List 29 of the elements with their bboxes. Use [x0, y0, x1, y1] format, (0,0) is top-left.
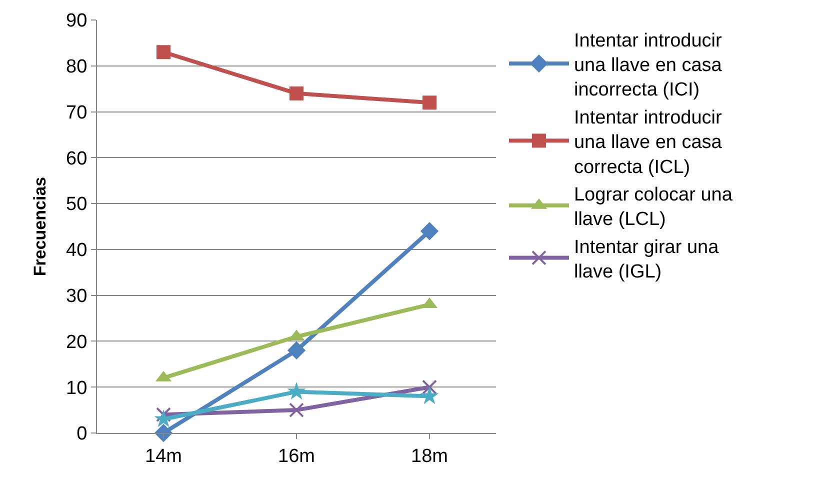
y-tick-label: 60	[66, 148, 88, 170]
legend-label: Intentar introducir una llave en casa correcta (ICL)	[574, 107, 723, 178]
point	[290, 86, 304, 100]
x-tick-label: 16m	[278, 446, 315, 467]
x-tick-label: 14m	[145, 446, 182, 467]
y-tick-label: 80	[66, 56, 88, 78]
y-tick-label: 40	[66, 240, 88, 262]
legend-label: Lograr colocar una llave (LCL)	[574, 184, 733, 230]
y-axis-title: Frecuencias	[30, 176, 50, 276]
point	[154, 424, 173, 442]
y-tick-label: 0	[76, 424, 88, 445]
point	[420, 386, 439, 404]
y-tick-label: 50	[66, 194, 88, 216]
point	[156, 45, 170, 60]
x-tick-label: 18m	[411, 446, 448, 467]
point	[289, 402, 304, 418]
point	[422, 96, 436, 110]
y-tick-label: 70	[66, 102, 88, 124]
y-tick-label: 20	[66, 332, 88, 353]
point	[422, 380, 437, 395]
legend-label: Intentar introducir una llave en casa incorrecta (ICI)	[574, 30, 723, 101]
point	[420, 222, 439, 240]
legend-label: Intentar girar una llave (IGL)	[574, 236, 720, 283]
y-tick-label: 90	[66, 10, 88, 32]
point	[287, 341, 306, 360]
y-tick-label: 30	[66, 286, 88, 307]
point	[287, 382, 306, 400]
y-tick-label: 10	[66, 378, 88, 399]
point	[156, 407, 171, 422]
